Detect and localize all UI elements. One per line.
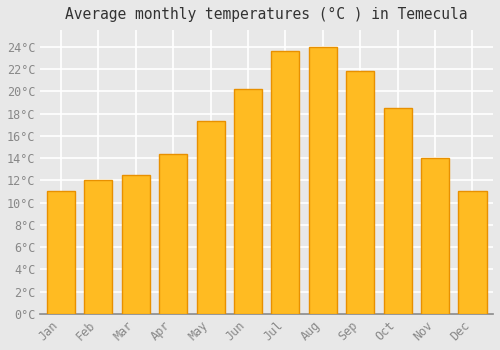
Bar	[159, 154, 187, 314]
Title: Average monthly temperatures (°C ) in Temecula: Average monthly temperatures (°C ) in Te…	[66, 7, 468, 22]
Bar	[272, 51, 299, 314]
Bar	[421, 158, 449, 314]
Bar	[309, 47, 337, 314]
Bar	[84, 180, 112, 314]
Bar	[196, 121, 224, 314]
Bar	[346, 71, 374, 314]
Bar	[234, 89, 262, 314]
Bar	[458, 191, 486, 314]
Bar	[47, 191, 75, 314]
Bar	[122, 175, 150, 314]
Bar	[384, 108, 411, 314]
